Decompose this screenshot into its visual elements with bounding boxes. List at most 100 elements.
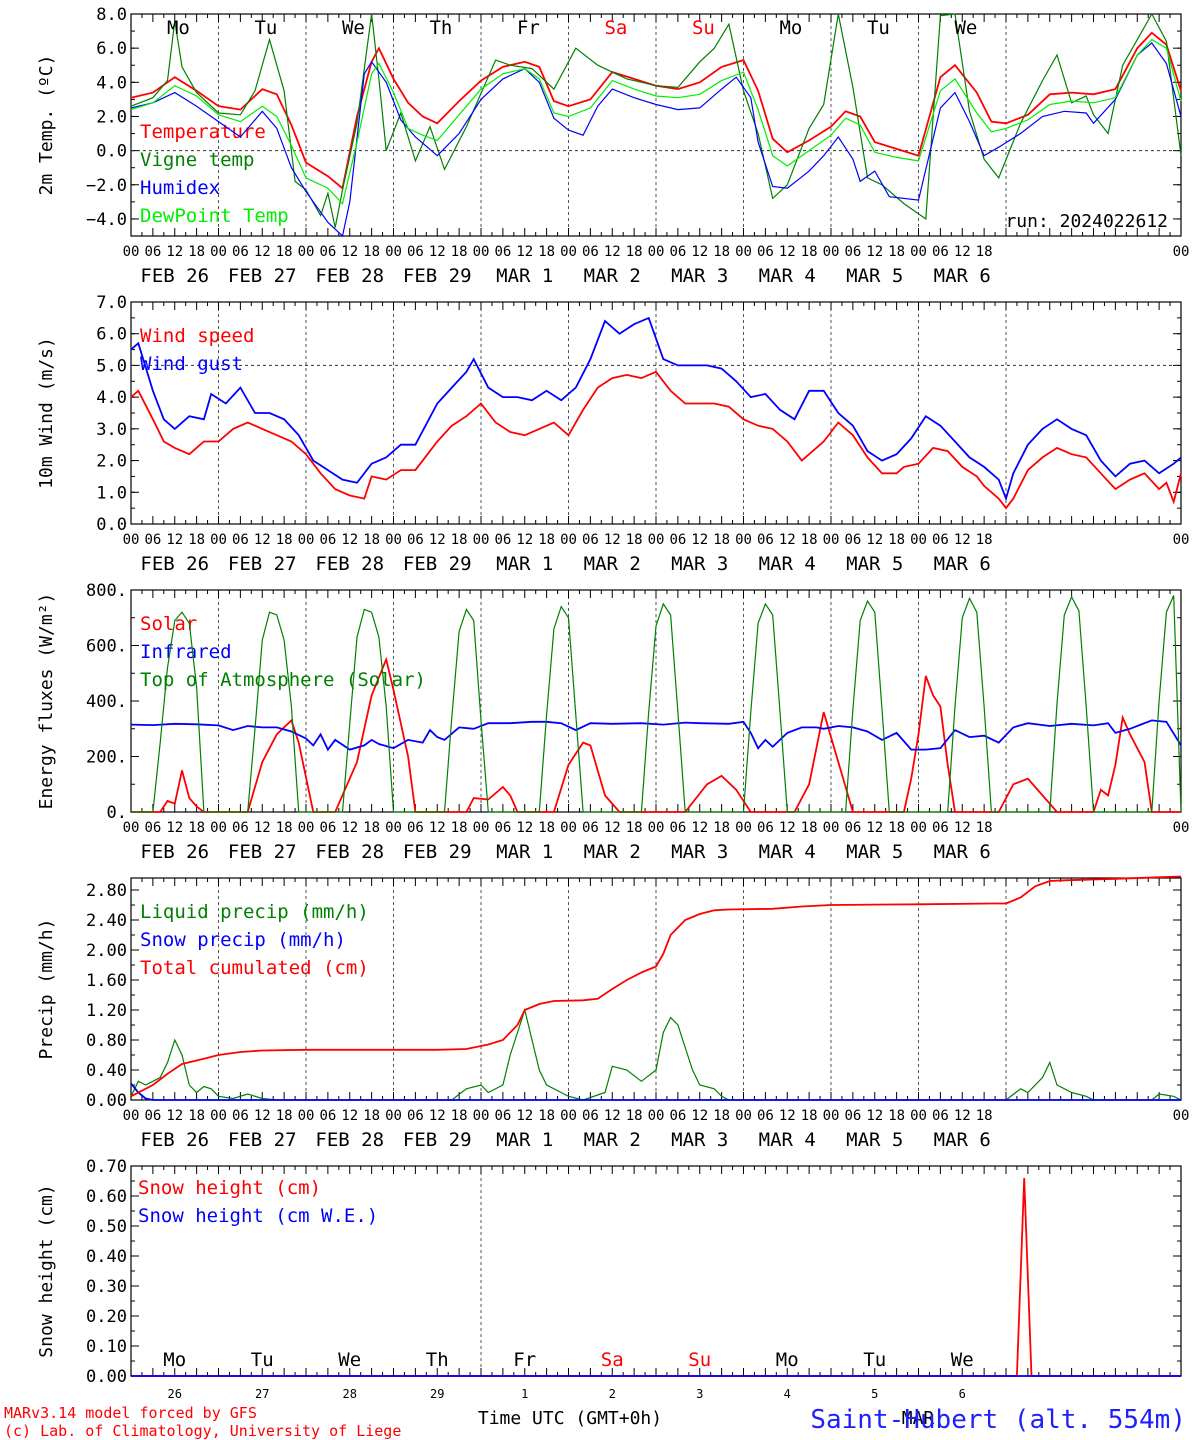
weekday-label: Sa	[601, 1349, 624, 1371]
hour-tick-label: 00	[910, 820, 927, 836]
legend-entry: Liquid precip (mm/h)	[140, 901, 369, 923]
day-label: FEB 26	[140, 553, 209, 575]
hour-tick-label: 00	[910, 244, 927, 260]
run-label: run: 2024022612	[1005, 211, 1168, 232]
hour-tick-label: 06	[494, 820, 511, 836]
y-tick-label: 6.0	[96, 39, 127, 59]
weekday-label: Tu	[867, 17, 890, 39]
day-label: MAR 2	[584, 841, 641, 863]
hour-tick-label: 06	[144, 244, 161, 260]
hour-tick-label: 12	[954, 1108, 971, 1124]
hour-tick-label: 06	[407, 244, 424, 260]
y-tick-label: 1.0	[96, 483, 127, 503]
y-tick-label: 2.80	[86, 881, 127, 901]
y-tick-label: 200.	[86, 748, 127, 768]
hour-tick-label: 06	[757, 532, 774, 548]
y-tick-label: 0.0	[96, 515, 127, 535]
legend-entry: Wind speed	[140, 325, 254, 347]
legend-entry: Snow precip (mm/h)	[140, 929, 346, 951]
hour-tick-label: 18	[976, 820, 993, 836]
hour-tick-label: 00	[210, 820, 227, 836]
hour-tick-label: 18	[538, 1108, 555, 1124]
hour-tick-label: 00	[123, 1108, 140, 1124]
day-number-label: 27	[255, 1387, 269, 1401]
hour-tick-label: 12	[954, 820, 971, 836]
hour-tick-label: 12	[516, 820, 533, 836]
hour-tick-label: 18	[801, 820, 818, 836]
y-tick-label: 2.0	[96, 107, 127, 127]
weekday-label: Fr	[517, 17, 540, 39]
weekday-label: Tu	[254, 17, 277, 39]
hour-tick-label: 12	[866, 532, 883, 548]
y-tick-label: 0.60	[86, 1187, 127, 1207]
weekday-label: Su	[692, 17, 715, 39]
hour-tick-label: 18	[888, 820, 905, 836]
day-label: FEB 26	[140, 1129, 209, 1151]
hour-tick-label: 00	[473, 1108, 490, 1124]
day-number-label: 5	[871, 1387, 878, 1401]
hour-tick-label: 06	[144, 820, 161, 836]
hour-tick-label: 06	[232, 1108, 249, 1124]
y-axis-label: Precip (mm/h)	[36, 919, 57, 1060]
hour-tick-label: 00	[560, 532, 577, 548]
hour-tick-label: 06	[494, 244, 511, 260]
hour-tick-label: 06	[932, 820, 949, 836]
month-label: MAR	[902, 1408, 935, 1429]
hour-tick-label: 18	[276, 1108, 293, 1124]
hour-tick-label: 18	[363, 244, 380, 260]
hour-tick-label: 18	[276, 244, 293, 260]
hour-tick-label: 12	[954, 532, 971, 548]
y-tick-label: 4.0	[96, 73, 127, 93]
hour-tick-label: 12	[866, 820, 883, 836]
y-tick-label: 6.0	[96, 325, 127, 345]
hour-tick-label: 12	[429, 244, 446, 260]
day-number-label: 4	[784, 1387, 791, 1401]
day-label: MAR 5	[846, 265, 903, 287]
hour-tick-label: 12	[604, 1108, 621, 1124]
day-label: MAR 5	[846, 841, 903, 863]
hour-tick-label: 12	[779, 1108, 796, 1124]
hour-tick-label: 00	[1173, 532, 1190, 548]
hour-tick-label: 06	[407, 1108, 424, 1124]
legend-entry: Total cumulated (cm)	[140, 957, 369, 979]
hour-tick-label: 12	[341, 244, 358, 260]
day-label: FEB 28	[315, 1129, 384, 1151]
y-tick-label: 3.0	[96, 420, 127, 440]
hour-tick-label: 12	[166, 532, 183, 548]
day-label: FEB 28	[315, 265, 384, 287]
hour-tick-label: 18	[976, 532, 993, 548]
series-line-temperature	[130, 31, 1182, 190]
day-label: MAR 3	[671, 265, 728, 287]
hour-tick-label: 06	[669, 532, 686, 548]
day-label: MAR 1	[496, 553, 553, 575]
day-label: MAR 6	[934, 553, 991, 575]
day-label: FEB 28	[315, 841, 384, 863]
hour-tick-label: 06	[582, 532, 599, 548]
hour-tick-label: 18	[363, 820, 380, 836]
hour-tick-label: 18	[538, 532, 555, 548]
hour-tick-label: 12	[341, 1108, 358, 1124]
day-number-label: 2	[609, 1387, 616, 1401]
hour-tick-label: 18	[713, 244, 730, 260]
hour-tick-label: 18	[713, 820, 730, 836]
y-tick-label: 0.0	[96, 142, 127, 162]
hour-tick-label: 18	[888, 532, 905, 548]
hour-tick-label: 12	[691, 244, 708, 260]
day-label: FEB 26	[140, 265, 209, 287]
y-tick-label: 0.00	[86, 1091, 127, 1111]
y-axis-label: 10m Wind (m/s)	[36, 337, 57, 489]
hour-tick-label: 12	[604, 532, 621, 548]
hour-tick-label: 06	[232, 244, 249, 260]
weekday-label: We	[342, 17, 365, 39]
hour-tick-label: 00	[648, 244, 665, 260]
hour-tick-label: 00	[123, 244, 140, 260]
series-line-total-cumulated-cm-	[130, 875, 1182, 1098]
y-axis-label: 2m Temp. (ºC)	[36, 55, 57, 196]
day-label: MAR 3	[671, 1129, 728, 1151]
hour-tick-label: 06	[669, 1108, 686, 1124]
hour-tick-label: 12	[254, 532, 271, 548]
hour-tick-label: 12	[866, 1108, 883, 1124]
hour-tick-label: 12	[779, 532, 796, 548]
y-tick-label: 0.20	[86, 1307, 127, 1327]
hour-tick-label: 00	[123, 532, 140, 548]
